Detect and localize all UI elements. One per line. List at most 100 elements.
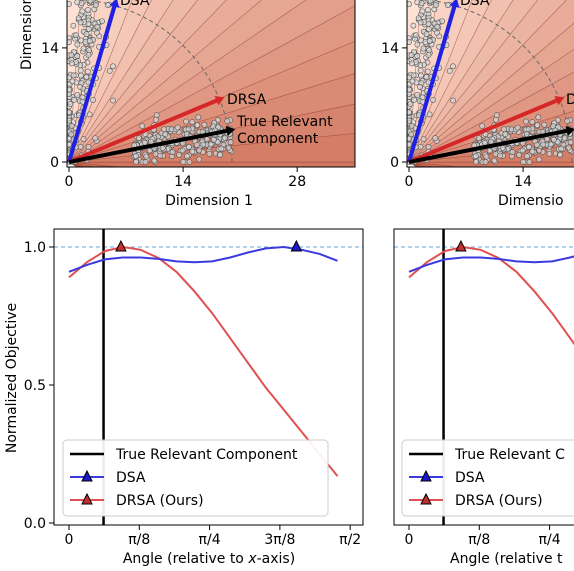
background-stripe	[408, 0, 514, 163]
drsa-max-marker	[115, 239, 127, 252]
data-point	[161, 126, 167, 133]
data-point	[217, 151, 224, 158]
vector-dsa-head	[449, 0, 460, 8]
y-tick-label: 0.0	[24, 516, 46, 532]
data-point	[486, 147, 493, 154]
data-point	[85, 26, 92, 32]
y-tick-label: 0.5	[24, 378, 46, 394]
drsa-curve	[68, 245, 339, 477]
y-tick-label: 0	[50, 155, 59, 171]
data-point	[85, 7, 91, 13]
data-point	[444, 2, 451, 8]
data-point	[211, 136, 217, 143]
data-point	[84, 68, 91, 75]
data-point	[407, 39, 412, 45]
data-point	[417, 143, 424, 150]
data-point	[407, 1, 412, 7]
data-point	[519, 147, 526, 154]
data-point	[407, 109, 412, 116]
data-point	[77, 19, 84, 26]
data-point	[67, 39, 72, 45]
data-point	[430, 97, 436, 103]
top-right-panel: 0 14 0 14 DSA D Dimensio	[381, 0, 574, 209]
legend-true-right: True Relevant C	[454, 447, 565, 463]
background-stripe	[408, 0, 492, 163]
data-point	[183, 118, 189, 125]
data-point	[218, 145, 225, 152]
data-point	[67, 117, 72, 124]
data-point	[196, 156, 203, 163]
x-tick-label: π/2	[339, 532, 361, 548]
data-point	[434, 23, 441, 30]
background-stripe	[68, 0, 133, 163]
x-tick-label: π/4	[199, 532, 221, 548]
data-point	[433, 29, 440, 36]
data-point	[200, 141, 207, 148]
data-point	[424, 68, 431, 75]
data-point	[420, 136, 427, 143]
data-point	[417, 19, 424, 26]
data-point	[541, 121, 548, 128]
data-point	[534, 122, 541, 128]
data-point	[450, 97, 456, 104]
data-point	[67, 101, 74, 107]
data-point	[225, 144, 232, 151]
data-point	[70, 72, 77, 79]
data-point	[407, 86, 412, 93]
x-axis-label-angle: Angle (relative to x-axis)	[123, 551, 295, 567]
data-point	[411, 96, 417, 103]
y-tick-label: 0	[390, 155, 399, 171]
data-point	[408, 60, 415, 67]
data-point	[450, 63, 456, 70]
data-point	[189, 148, 196, 155]
data-point	[535, 114, 542, 121]
data-point	[483, 153, 490, 160]
data-point	[407, 117, 412, 124]
data-point	[540, 141, 547, 148]
background-stripe	[68, 161, 96, 167]
data-point	[425, 51, 432, 58]
data-point	[67, 135, 72, 142]
data-point	[432, 135, 439, 142]
data-point	[69, 78, 76, 85]
data-point	[169, 149, 176, 155]
data-point	[67, 86, 72, 93]
data-point	[185, 126, 192, 133]
data-point	[473, 153, 479, 160]
data-point	[492, 116, 499, 123]
data-point	[67, 141, 72, 148]
data-point	[68, 52, 75, 58]
data-point	[564, 118, 571, 124]
data-point	[418, 72, 424, 79]
legend-true: True Relevant Component	[115, 447, 298, 463]
data-point	[162, 131, 169, 138]
data-point	[142, 159, 149, 165]
y-axis-label-objective: Normalized Objective	[4, 303, 20, 453]
data-point	[196, 147, 203, 154]
data-point	[414, 92, 421, 98]
data-point	[557, 151, 564, 158]
data-point	[408, 52, 415, 58]
data-point	[67, 1, 72, 7]
background-stripe	[408, 161, 463, 167]
data-point	[426, 38, 433, 44]
data-point	[529, 119, 536, 125]
legend-dsa: DSA	[116, 470, 146, 486]
x-tick-label: 0	[405, 174, 414, 190]
data-point	[78, 0, 85, 7]
data-point	[418, 0, 425, 7]
data-point	[83, 31, 90, 37]
background-stripe	[68, 0, 227, 163]
data-point	[70, 22, 77, 29]
vector-label-drsa-right: D	[566, 92, 574, 108]
data-point	[194, 122, 201, 128]
background-stripe	[68, 161, 123, 167]
data-point	[85, 51, 92, 58]
data-point	[78, 72, 84, 79]
data-point	[74, 53, 81, 59]
data-point	[419, 8, 426, 15]
data-point	[179, 147, 186, 154]
legend-dsa-right: DSA	[455, 470, 485, 486]
data-point	[71, 96, 77, 103]
